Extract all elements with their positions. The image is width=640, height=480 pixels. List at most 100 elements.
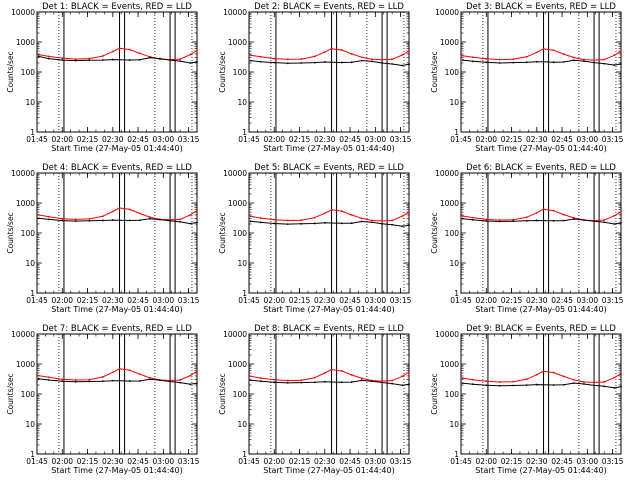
black-series-point <box>572 59 575 62</box>
y-tick-label: 1000 <box>16 360 35 369</box>
red-series-point <box>138 373 141 376</box>
y-tick-label: 100 <box>445 390 460 399</box>
black-series-line <box>38 217 198 225</box>
black-series-point <box>583 383 585 385</box>
red-series-point <box>88 218 91 220</box>
red-series-point <box>408 371 410 373</box>
black-series-point <box>593 61 595 64</box>
x-tick-label: 03:00 <box>365 457 387 466</box>
red-series-point <box>179 218 182 221</box>
red-series-point <box>101 55 104 57</box>
red-series-point <box>471 378 474 381</box>
y-axis-label: Counts/sec <box>430 51 439 92</box>
red-series-point <box>603 58 606 61</box>
x-tick-label: 01:45 <box>450 135 472 144</box>
panel-title: Det 9: BLACK = Events, RED = LLD <box>466 324 616 334</box>
x-tick-label: 02:45 <box>127 296 149 305</box>
x-tick-label: 03:15 <box>178 135 200 144</box>
y-tick-label: 10000 <box>223 330 247 339</box>
black-series-point <box>401 225 404 228</box>
red-series-point <box>273 378 276 381</box>
y-tick-label: 10 <box>237 259 247 268</box>
black-series-point <box>485 220 488 222</box>
black-series-point <box>169 59 171 61</box>
y-axis-label: Counts/sec <box>6 212 15 253</box>
black-series-point <box>542 60 545 63</box>
y-tick-label: 100 <box>21 229 36 238</box>
black-series-point <box>169 219 171 222</box>
red-series-point <box>286 379 289 382</box>
panel-title: Det 8: BLACK = Events, RED = LLD <box>254 324 404 334</box>
x-tick-label: 02:15 <box>501 457 523 466</box>
black-series-point <box>542 219 545 222</box>
black-series-point <box>471 218 474 221</box>
x-tick-label: 02:00 <box>263 296 285 305</box>
red-series-point <box>562 213 565 216</box>
red-series-point <box>273 218 276 221</box>
red-series-point <box>128 48 131 51</box>
x-tick-label: 02:30 <box>526 296 548 305</box>
y-axis-label: Counts/sec <box>218 373 227 414</box>
red-series-point <box>111 210 114 213</box>
panel-title: Det 6: BLACK = Events, RED = LLD <box>466 163 616 173</box>
black-series-point <box>371 221 373 224</box>
black-series-point <box>313 381 316 384</box>
red-series-point <box>189 374 192 377</box>
red-series-point <box>37 374 40 377</box>
x-tick-label: 02:15 <box>289 457 311 466</box>
red-series-point <box>360 217 363 220</box>
red-series-point <box>485 218 488 221</box>
black-series-point <box>259 380 262 383</box>
y-tick-label: 1 <box>30 289 35 298</box>
y-tick-label: 100 <box>233 229 248 238</box>
black-series-point <box>259 60 262 63</box>
black-series-point <box>313 222 316 225</box>
red-series-point <box>535 51 538 54</box>
red-series-line <box>250 369 410 382</box>
x-tick-label: 02:15 <box>289 135 311 144</box>
red-series-point <box>461 54 464 57</box>
y-tick-label: 1000 <box>228 199 247 208</box>
panel-det-8: Det 8: BLACK = Events, RED = LLD 1 10 100 10… <box>218 324 412 475</box>
black-series-point <box>485 384 488 387</box>
red-series-point <box>37 214 40 216</box>
black-series-point <box>101 59 104 61</box>
black-series-point <box>37 217 40 220</box>
y-tick-label: 10000 <box>11 169 35 178</box>
black-series-point <box>512 384 515 387</box>
y-tick-label: 1 <box>30 128 35 137</box>
x-tick-label: 02:30 <box>314 135 336 144</box>
black-series-point <box>360 59 363 62</box>
panel-title: Det 1: BLACK = Events, RED = LLD <box>42 2 192 12</box>
black-series-point <box>512 61 515 64</box>
x-tick-label: 02:30 <box>102 296 124 305</box>
black-series-point <box>572 382 575 385</box>
x-tick-label: 03:00 <box>365 296 387 305</box>
black-series-point <box>381 222 383 225</box>
black-series-point <box>371 60 373 63</box>
panel-det-4: Det 4: BLACK = Events, RED = LLD 1 10 100 10… <box>6 163 200 314</box>
y-axis-label: Counts/sec <box>6 373 15 414</box>
x-tick-label: 02:45 <box>551 135 573 144</box>
x-tick-label: 03:00 <box>153 135 175 144</box>
x-tick-label: 03:15 <box>178 457 200 466</box>
black-series-point <box>381 381 383 384</box>
black-series-point <box>300 381 303 384</box>
red-series-point <box>179 58 182 60</box>
panel-det-1: Det 1: BLACK = Events, RED = LLD 1 10 100 10… <box>6 2 200 153</box>
black-series-point <box>138 58 141 61</box>
x-tick-label: 02:00 <box>51 296 73 305</box>
red-series-point <box>535 211 538 214</box>
black-series-point <box>249 220 252 223</box>
red-series-point <box>300 219 303 222</box>
black-series-point <box>74 380 77 383</box>
black-series-point <box>128 219 131 222</box>
y-tick-label: 10 <box>237 420 247 429</box>
black-series-point <box>562 219 565 222</box>
black-series-point <box>111 379 114 382</box>
x-tick-label: 03:15 <box>390 296 412 305</box>
red-series-point <box>340 49 343 51</box>
black-series-point <box>118 379 121 382</box>
black-series-point <box>286 223 289 226</box>
red-series-point <box>286 58 289 61</box>
